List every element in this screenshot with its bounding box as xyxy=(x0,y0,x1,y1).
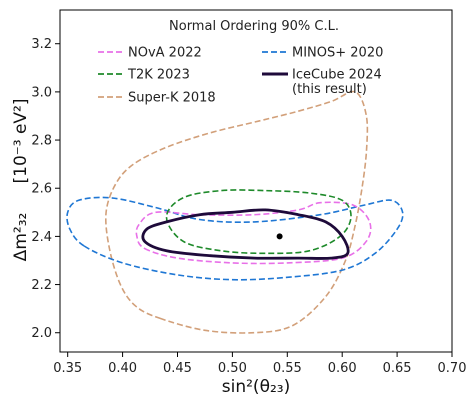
y-axis-title: Δm²₃₂ [10⁻³ eV²] xyxy=(11,99,31,262)
contour-minos-2020 xyxy=(66,196,404,281)
marker-layer xyxy=(276,233,283,240)
x-axis: 0.35 0.40 0.45 0.50 0.55 0.60 0.65 0.70 xyxy=(53,352,466,376)
x-tick-label: 0.35 xyxy=(53,361,82,376)
best-fit-point xyxy=(276,233,283,240)
contour-layer xyxy=(66,90,404,334)
y-tick-label: 2.2 xyxy=(31,278,52,293)
legend-label-nova-2022: NOvA 2022 xyxy=(128,46,202,61)
legend-label-icecube-2024: IceCube 2024 xyxy=(292,68,382,83)
contour-icecube-2024 xyxy=(141,208,350,260)
legend-label-icecube-note: (this result) xyxy=(292,82,367,97)
x-tick-label: 0.40 xyxy=(108,361,137,376)
contour-t2k-2023 xyxy=(165,189,352,255)
contour-nova-2022 xyxy=(135,201,372,265)
y-tick-label: 3.0 xyxy=(31,85,52,100)
x-tick-label: 0.60 xyxy=(328,361,357,376)
x-tick-label: 0.55 xyxy=(273,361,302,376)
contour-super-k-2018 xyxy=(105,90,369,334)
plot-frame xyxy=(59,9,453,353)
x-tick-label: 0.45 xyxy=(163,361,192,376)
x-axis-title: sin²(θ₂₃) xyxy=(222,377,290,397)
x-tick-label: 0.65 xyxy=(383,361,412,376)
legend-label-minos-2020: MINOS+ 2020 xyxy=(292,46,383,61)
legend-title: Normal Ordering 90% C.L. xyxy=(169,19,339,34)
y-tick-label: 2.6 xyxy=(31,182,52,197)
y-axis-title-unit: [10⁻³ eV²] xyxy=(11,99,31,184)
y-tick-label: 2.8 xyxy=(31,134,52,149)
y-tick-label: 3.2 xyxy=(31,37,52,52)
legend: Normal Ordering 90% C.L. NOvA 2022 MINOS… xyxy=(98,19,383,106)
y-axis-title-main: Δm²₃₂ xyxy=(11,213,31,262)
y-axis: 2.0 2.2 2.4 2.6 2.8 3.0 3.2 xyxy=(31,37,60,341)
y-tick-label: 2.4 xyxy=(31,230,52,245)
legend-label-superk-2018: Super-K 2018 xyxy=(128,91,216,106)
legend-label-t2k-2023: T2K 2023 xyxy=(127,68,190,83)
x-tick-label: 0.70 xyxy=(438,361,467,376)
y-tick-label: 2.0 xyxy=(31,326,52,341)
x-tick-label: 0.50 xyxy=(218,361,247,376)
